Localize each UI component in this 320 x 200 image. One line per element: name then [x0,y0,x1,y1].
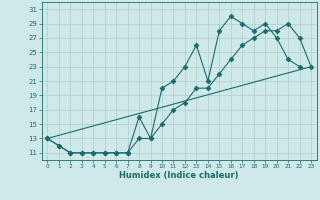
X-axis label: Humidex (Indice chaleur): Humidex (Indice chaleur) [119,171,239,180]
